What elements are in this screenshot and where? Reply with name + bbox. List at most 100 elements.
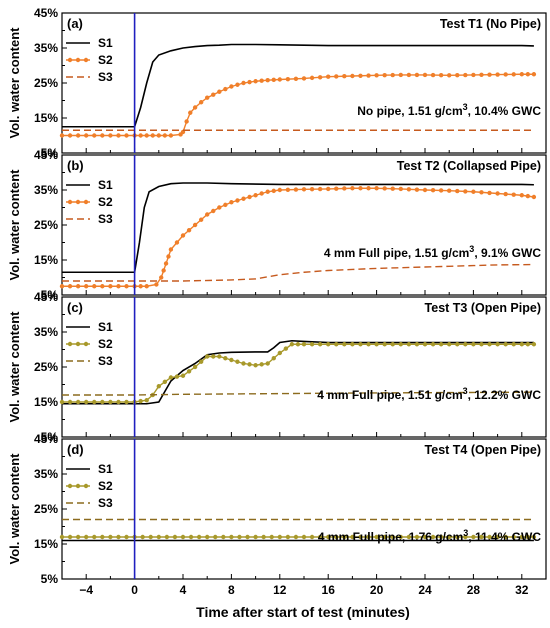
series-point-s2 <box>455 534 460 540</box>
series-point-s2 <box>447 73 452 78</box>
panel-d: 5%15%25%35%45%Vol. water content(d) Test … <box>7 432 547 586</box>
series-point-s2 <box>430 534 436 540</box>
y-axis-title: Vol. water content <box>7 453 22 565</box>
panel-annotation: 4 mm Full pipe, 1.51 g/cm3, 9.1% GWC <box>324 244 541 260</box>
series-point-s2 <box>511 342 516 347</box>
x-tick-label: 4 <box>180 583 187 597</box>
series-point-s2 <box>67 399 73 405</box>
series-point-s2 <box>390 342 395 347</box>
series-point-s2 <box>138 284 143 289</box>
series-point-s2 <box>271 356 276 361</box>
series-point-s2 <box>382 72 387 78</box>
series-point-s2 <box>172 534 178 540</box>
series-point-s2 <box>180 373 186 378</box>
series-point-s2 <box>67 284 73 289</box>
series-point-s2 <box>406 534 412 540</box>
y-tick-label: 25% <box>34 218 58 232</box>
y-axis-title: Vol. water content <box>7 311 22 423</box>
series-point-s2 <box>471 342 476 347</box>
x-tick-label: 0 <box>131 583 138 597</box>
series-point-s2 <box>414 342 420 347</box>
series-point-s2 <box>217 205 222 210</box>
legend-label-s2: S2 <box>98 195 113 209</box>
series-line-s3 <box>62 391 534 396</box>
series-point-s2 <box>75 284 81 289</box>
series-point-s2 <box>519 534 524 540</box>
series-point-s2 <box>285 76 291 82</box>
series-point-s2 <box>184 119 189 124</box>
series-point-s2 <box>198 217 204 222</box>
legend-marker-s2 <box>75 57 81 63</box>
panel-title: Test T3 (Open Pipe) <box>425 301 541 315</box>
y-tick-label: 5% <box>41 572 59 586</box>
annotation-text: 4 mm Full pipe, 1.51 g/cm <box>317 388 462 402</box>
series-point-s2 <box>84 284 89 289</box>
annotation-text: , 10.4% GWC <box>468 104 542 118</box>
series-point-s2 <box>463 72 468 78</box>
series-point-s2 <box>519 72 524 77</box>
series-point-s2 <box>390 534 395 540</box>
series-point-s2 <box>92 284 97 289</box>
series-point-s2 <box>525 342 531 347</box>
series-point-s2 <box>309 75 315 81</box>
series-point-s2 <box>100 133 105 138</box>
series-point-s2 <box>531 72 537 77</box>
series-point-s2 <box>511 72 516 77</box>
series-point-s2 <box>162 133 168 138</box>
series-point-s2 <box>116 534 121 540</box>
annotation-superscript: 3 <box>463 386 468 396</box>
series-point-s2 <box>265 189 270 194</box>
series-point-s2 <box>92 534 97 540</box>
series-point-s2 <box>463 189 468 194</box>
series-point-s2 <box>366 534 371 540</box>
series-point-s2 <box>471 534 476 540</box>
series-point-s2 <box>100 284 105 289</box>
series-line-s3 <box>62 263 534 282</box>
series-point-s2 <box>174 240 180 245</box>
series-point-s2 <box>188 534 194 540</box>
y-tick-label: 5% <box>41 146 59 160</box>
series-point-s2 <box>211 92 216 97</box>
series-point-s2 <box>531 342 537 347</box>
series-point-s2 <box>293 534 299 540</box>
series-point-s2 <box>326 534 331 540</box>
legend-label-s1: S1 <box>98 462 113 476</box>
series-point-s2 <box>229 84 234 89</box>
y-tick-label: 15% <box>34 395 58 409</box>
series-point-s2 <box>211 354 216 359</box>
x-tick-label: 32 <box>515 583 529 597</box>
series-point-s2 <box>358 186 363 191</box>
x-tick-label: −4 <box>79 583 93 597</box>
x-tick-label: 20 <box>370 583 384 597</box>
series-point-s2 <box>156 133 161 138</box>
series-point-s2 <box>144 133 149 138</box>
series-point-s2 <box>75 534 81 540</box>
series-point-s2 <box>374 534 379 540</box>
panel-title: Test T2 (Collapsed Pipe) <box>397 159 541 173</box>
series-point-s2 <box>259 362 264 367</box>
legend-marker-s2 <box>83 483 89 489</box>
series-point-s2 <box>108 534 113 540</box>
series-point-s2 <box>398 72 403 78</box>
series-point-s2 <box>531 534 537 540</box>
series-point-s2 <box>277 534 282 540</box>
series-point-s2 <box>265 361 270 366</box>
series-point-s2 <box>455 72 460 78</box>
series-point-s2 <box>301 342 307 347</box>
series-point-s2 <box>463 342 468 347</box>
series-point-s2 <box>108 399 113 405</box>
series-point-s2 <box>317 534 323 540</box>
series-point-s2 <box>374 73 379 78</box>
series-point-s2 <box>414 534 420 540</box>
panel-letter: (c) <box>67 300 83 315</box>
panel-title: Test T4 (Open Pipe) <box>425 443 541 457</box>
y-axis-title: Vol. water content <box>7 169 22 281</box>
series-point-s2 <box>221 534 226 540</box>
series-point-s2 <box>271 188 276 194</box>
series-point-s2 <box>301 187 307 192</box>
series-point-s2 <box>156 384 161 389</box>
series-point-s2 <box>124 534 129 540</box>
series-point-s2 <box>438 72 444 78</box>
annotation-superscript: 3 <box>469 244 474 254</box>
